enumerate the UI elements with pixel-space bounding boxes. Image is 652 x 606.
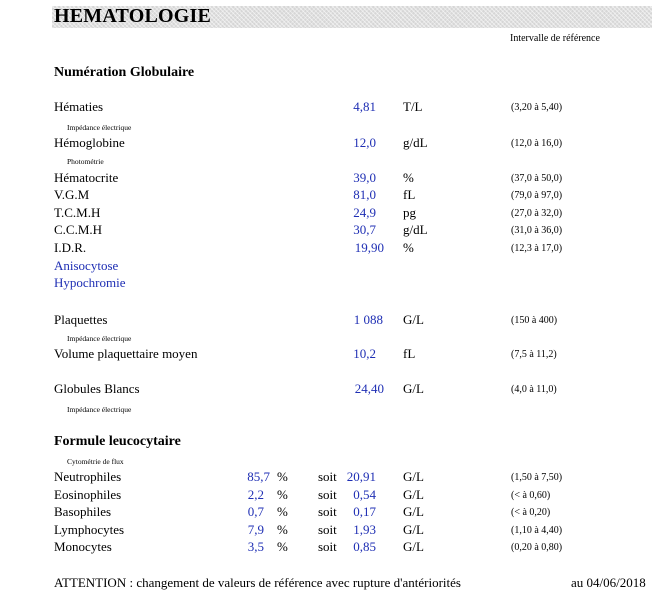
row-globules-blancs-unit: G/L: [403, 381, 424, 396]
section-numeration: Numération Globulaire: [54, 65, 195, 80]
row-plaquettes-unit: G/L: [403, 312, 424, 327]
row-hematies-unit: T/L: [403, 99, 423, 114]
row-hemoglobine-ref: (12,0 à 16,0): [511, 138, 563, 149]
leuco-neutrophiles-pct: 85,7: [247, 469, 270, 484]
row-ccmh-unit: g/dL: [403, 222, 428, 237]
leuco-basophiles-value: 0,17: [353, 504, 376, 519]
method-impedance-2: Impédance électrique: [67, 334, 132, 343]
row-plaquettes-ref: (150 à 400): [511, 315, 558, 326]
row-vgm-unit: fL: [403, 187, 416, 202]
row-idr-value: 19,90: [354, 240, 384, 255]
row-idr-name: I.D.R.: [54, 240, 87, 255]
method-cytometrie: Cytométrie de flux: [67, 457, 124, 466]
row-plaquettes-name: Plaquettes: [54, 312, 108, 327]
leuco-monocytes-unit: G/L: [403, 539, 424, 554]
row-vpm-name: Volume plaquettaire moyen: [54, 346, 198, 361]
row-globules-blancs-ref: (4,0 à 11,0): [511, 384, 557, 395]
method-photometrie: Photométrie: [67, 157, 104, 166]
leuco-neutrophiles-soit: soit: [318, 469, 337, 484]
leuco-neutrophiles-unit: G/L: [403, 469, 424, 484]
comment-hypochromie: Hypochromie: [54, 275, 126, 290]
row-ccmh-name: C.C.M.H: [54, 222, 103, 237]
leuco-eosinophiles-pct-unit: %: [277, 487, 288, 502]
row-vgm-value: 81,0: [353, 187, 376, 202]
row-vpm-ref: (7,5 à 11,2): [511, 349, 557, 360]
section-formule: Formule leucocytaire: [54, 434, 181, 449]
leuco-eosinophiles-ref: (< à 0,60): [511, 490, 551, 501]
row-idr-ref: (12,3 à 17,0): [511, 243, 563, 254]
leuco-lymphocytes-name: Lymphocytes: [54, 522, 125, 537]
leuco-monocytes-pct: 3,5: [247, 539, 264, 554]
leuco-lymphocytes-unit: G/L: [403, 522, 424, 537]
row-hematies-ref: (3,20 à 5,40): [511, 102, 563, 113]
footer-date: au 04/06/2018: [571, 575, 646, 590]
row-vpm-value: 10,2: [353, 346, 376, 361]
leuco-eosinophiles-unit: G/L: [403, 487, 424, 502]
row-idr-unit: %: [403, 240, 414, 255]
leuco-neutrophiles-value: 20,91: [346, 469, 376, 484]
leuco-monocytes-ref: (0,20 à 0,80): [511, 542, 563, 553]
comment-anisocytose: Anisocytose: [54, 258, 119, 273]
leuco-monocytes-soit: soit: [318, 539, 337, 554]
leuco-eosinophiles-value: 0,54: [353, 487, 376, 502]
method-impedance-1: Impédance électrique: [67, 123, 132, 132]
row-vgm-name: V.G.M: [54, 187, 90, 202]
leuco-neutrophiles-pct-unit: %: [277, 469, 288, 484]
row-tcmh-ref: (27,0 à 32,0): [511, 208, 563, 219]
row-hematies-value: 4,81: [353, 99, 376, 114]
leuco-basophiles-unit: G/L: [403, 504, 424, 519]
row-hemoglobine-unit: g/dL: [403, 135, 428, 150]
row-ccmh-value: 30,7: [353, 222, 376, 237]
leuco-lymphocytes-pct-unit: %: [277, 522, 288, 537]
row-hematocrite-ref: (37,0 à 50,0): [511, 173, 563, 184]
row-ccmh-ref: (31,0 à 36,0): [511, 225, 563, 236]
leuco-lymphocytes-soit: soit: [318, 522, 337, 537]
row-vgm-ref: (79,0 à 97,0): [511, 190, 563, 201]
leuco-monocytes-value: 0,85: [353, 539, 376, 554]
leuco-lymphocytes-pct: 7,9: [247, 522, 264, 537]
leuco-monocytes-name: Monocytes: [54, 539, 112, 554]
leuco-basophiles-pct-unit: %: [277, 504, 288, 519]
leuco-neutrophiles-name: Neutrophiles: [54, 469, 122, 484]
leuco-neutrophiles-ref: (1,50 à 7,50): [511, 472, 563, 483]
row-tcmh-unit: pg: [403, 205, 416, 220]
page-title: HEMATOLOGIE: [54, 5, 212, 27]
leuco-basophiles-name: Basophiles: [54, 504, 112, 519]
row-hemoglobine-value: 12,0: [353, 135, 376, 150]
title-bar: [52, 6, 652, 28]
row-tcmh-value: 24,9: [353, 205, 376, 220]
leuco-basophiles-pct: 0,7: [247, 504, 264, 519]
row-vpm-unit: fL: [403, 346, 416, 361]
leuco-basophiles-ref: (< à 0,20): [511, 507, 551, 518]
row-hematocrite-name: Hématocrite: [54, 170, 119, 185]
footer-attention: ATTENTION : changement de valeurs de réf…: [54, 575, 461, 590]
leuco-basophiles-soit: soit: [318, 504, 337, 519]
leuco-monocytes-pct-unit: %: [277, 539, 288, 554]
method-impedance-3: Impédance électrique: [67, 405, 132, 414]
row-tcmh-name: T.C.M.H: [54, 205, 101, 220]
reference-header: Intervalle de référence: [510, 33, 600, 44]
leuco-eosinophiles-soit: soit: [318, 487, 337, 502]
leuco-eosinophiles-pct: 2,2: [247, 487, 264, 502]
row-hematocrite-value: 39,0: [353, 170, 376, 185]
leuco-eosinophiles-name: Eosinophiles: [54, 487, 122, 502]
row-globules-blancs-value: 24,40: [354, 381, 384, 396]
row-hematies-name: Hématies: [54, 99, 104, 114]
row-hemoglobine-name: Hémoglobine: [54, 135, 125, 150]
row-plaquettes-value: 1 088: [353, 312, 383, 327]
row-globules-blancs-name: Globules Blancs: [54, 381, 140, 396]
leuco-lymphocytes-value: 1,93: [353, 522, 376, 537]
leuco-lymphocytes-ref: (1,10 à 4,40): [511, 525, 563, 536]
row-hematocrite-unit: %: [403, 170, 414, 185]
